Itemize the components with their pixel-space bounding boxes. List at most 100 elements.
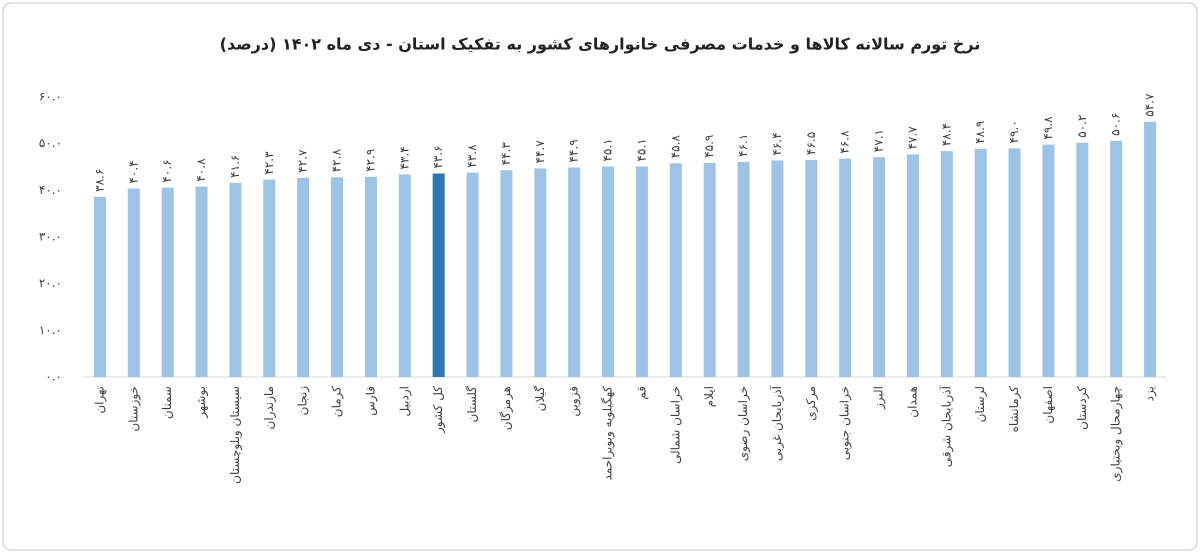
bar: [940, 151, 953, 377]
bar: [263, 179, 276, 377]
value-label: ۴۶.۴: [770, 132, 784, 155]
bar: [1042, 144, 1055, 377]
bar: [1144, 121, 1157, 377]
x-tick-label: گیلان: [533, 386, 547, 412]
value-label: ۴۸.۴: [939, 123, 953, 146]
value-label: ۴۱.۶: [228, 155, 242, 178]
value-label: ۴۳.۸: [465, 144, 479, 168]
bar: [906, 154, 919, 377]
bar: [127, 188, 140, 377]
x-tick-label: کرمانشاه: [1007, 386, 1022, 433]
value-label: ۴۶.۵: [804, 132, 818, 155]
x-tick-label: خراسان جنوبی: [838, 386, 853, 460]
value-label: ۴۹.۰: [1007, 120, 1021, 143]
y-tick-label: ۴۰.۰: [39, 183, 62, 197]
x-tick-label: مرکزی: [804, 386, 819, 421]
x-tick-label: قم: [634, 386, 648, 400]
bar: [432, 173, 445, 377]
x-tick-label: ایلام: [702, 386, 716, 407]
x-tick-label: کل کشور: [431, 386, 446, 434]
bar: [771, 160, 784, 377]
value-label: ۴۵.۸: [668, 135, 682, 159]
bar: [1008, 148, 1021, 377]
bar: [805, 160, 818, 377]
x-tick-label: البرز: [872, 386, 887, 410]
x-tick-label: اردبیل: [397, 386, 412, 417]
x-tick-label: خراسان شمالی: [668, 386, 683, 464]
y-tick-label: ۲۰.۰: [39, 276, 62, 290]
bar: [331, 177, 344, 377]
value-label: ۴۴.۹: [567, 139, 581, 162]
bar: [737, 161, 750, 377]
value-label: ۴۳.۶: [431, 145, 445, 168]
bar: [1110, 140, 1123, 377]
value-label: ۴۲.۷: [296, 149, 310, 173]
value-label: ۴۴.۷: [533, 140, 547, 164]
bar: [602, 166, 615, 377]
x-tick-label: اصفهان: [1041, 386, 1055, 424]
y-tick-label: ۶۰.۰: [39, 90, 62, 104]
value-label: ۴۲.۸: [330, 149, 344, 173]
bar: [229, 182, 242, 377]
bar: [873, 157, 886, 377]
value-label: ۴۸.۹: [973, 121, 987, 144]
x-tick-label: بوشهر: [194, 386, 209, 419]
value-label: ۴۵.۱: [634, 138, 648, 161]
value-label: ۴۵.۱: [601, 138, 615, 161]
value-label: ۴۲.۹: [363, 149, 377, 172]
x-tick-label: آذربایجان غربی: [769, 385, 785, 461]
x-tick-label: هرمزگان: [499, 386, 514, 430]
value-label: ۴۷.۱: [872, 129, 886, 152]
bar: [635, 166, 648, 377]
y-tick-label: ۰.۰: [45, 370, 62, 384]
x-tick-label: یزد: [1143, 386, 1158, 401]
y-tick-label: ۱۰.۰: [39, 323, 62, 337]
bar: [364, 176, 377, 377]
bar: [669, 163, 682, 377]
value-label: ۴۰.۸: [194, 158, 208, 182]
x-tick-label: مازندران: [262, 386, 277, 429]
x-tick-label: کرمان: [330, 386, 345, 418]
bar: [703, 162, 716, 377]
bar: [93, 196, 106, 377]
value-label: ۴۲.۳: [262, 151, 276, 175]
bar: [297, 177, 310, 377]
x-tick-label: آذربایجان شرقی: [938, 385, 954, 467]
value-label: ۴۶.۱: [736, 134, 750, 157]
bar: [568, 167, 581, 377]
bar: [161, 187, 174, 377]
value-label: ۳۸.۶: [92, 169, 106, 192]
value-label: ۴۹.۸: [1041, 116, 1055, 140]
x-tick-label: گلستان: [465, 386, 479, 423]
x-tick-label: چهارمحال وبختیاری: [1109, 386, 1124, 482]
y-tick-label: ۳۰.۰: [39, 230, 62, 244]
value-label: ۴۷.۷: [905, 126, 919, 150]
y-tick-label: ۵۰.۰: [39, 136, 62, 150]
bar: [534, 168, 547, 377]
bar: [398, 174, 411, 377]
value-label: ۴۵.۹: [702, 135, 716, 158]
x-tick-label: کهگیلویه وبویراحمد: [601, 386, 616, 481]
value-label: ۴۰.۴: [126, 160, 140, 183]
chart-title: نرخ تورم سالانه کالاها و خدمات مصرفی خان…: [220, 35, 981, 54]
value-label: ۴۶.۸: [838, 130, 852, 154]
x-tick-label: تهران: [92, 386, 107, 414]
x-tick-label: همدان: [905, 386, 919, 418]
x-tick-label: خوزستان: [126, 386, 141, 432]
value-label: ۵۰.۶: [1109, 113, 1123, 136]
x-tick-label: قزوین: [567, 386, 582, 417]
x-tick-label: خراسان رضوی: [736, 386, 751, 461]
x-tick-label: کردستان: [1075, 386, 1090, 430]
bar: [974, 148, 987, 377]
value-label: ۴۰.۶: [160, 159, 174, 182]
x-tick-label: لرستان: [973, 386, 988, 422]
x-tick-label: فارس: [363, 386, 378, 416]
bar: [1076, 142, 1089, 377]
value-label: ۵۰.۲: [1075, 115, 1089, 138]
bar: [839, 158, 852, 377]
bar: [500, 170, 513, 377]
bar: [195, 186, 208, 377]
value-label: ۴۴.۳: [499, 142, 513, 166]
